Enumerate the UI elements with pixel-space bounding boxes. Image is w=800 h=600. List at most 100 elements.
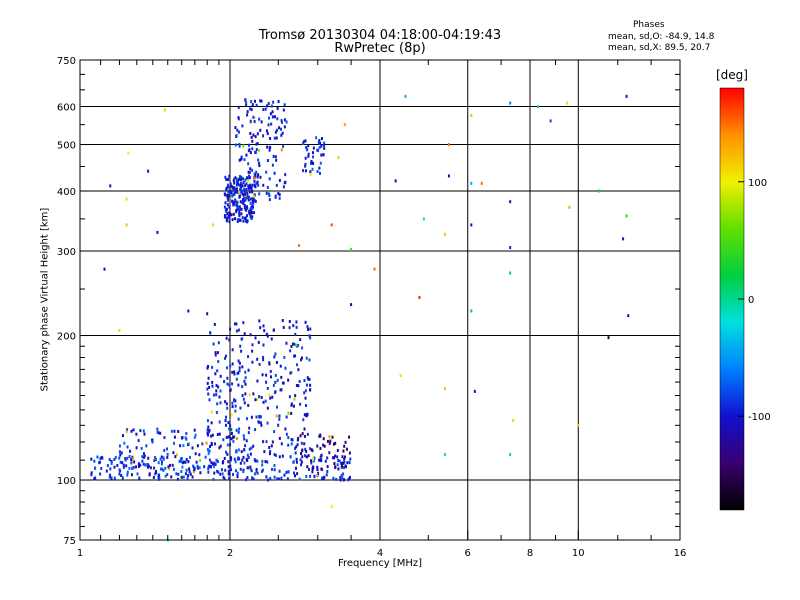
data-point: [234, 188, 237, 192]
data-point: [109, 467, 112, 471]
data-point: [309, 388, 312, 392]
data-point: [267, 102, 270, 106]
data-point: [283, 125, 286, 129]
data-point: [217, 385, 220, 389]
data-point: [292, 404, 295, 408]
data-point: [252, 133, 255, 137]
data-point: [294, 332, 297, 336]
data-point: [509, 453, 512, 457]
data-point: [242, 321, 245, 325]
data-point: [330, 223, 333, 227]
data-point: [160, 455, 163, 459]
data-point: [303, 413, 306, 417]
data-point: [163, 436, 166, 440]
data-point: [239, 461, 242, 465]
data-point: [309, 383, 312, 387]
data-point: [193, 428, 196, 432]
data-point: [160, 462, 163, 466]
data-point: [312, 457, 315, 461]
data-point: [303, 434, 306, 438]
data-point: [326, 465, 329, 469]
data-point: [248, 211, 251, 215]
data-point: [229, 389, 232, 393]
data-point: [159, 467, 162, 471]
data-point: [243, 332, 246, 336]
data-point: [213, 322, 216, 326]
data-point: [627, 314, 630, 318]
data-point: [154, 455, 157, 459]
data-point: [254, 428, 257, 432]
data-point: [256, 379, 259, 383]
data-point: [269, 449, 272, 453]
data-point: [343, 460, 346, 464]
data-point: [290, 438, 293, 442]
data-point: [227, 435, 230, 439]
data-point: [226, 196, 229, 200]
data-point: [278, 196, 281, 200]
data-point: [276, 117, 279, 121]
data-point: [226, 443, 229, 447]
data-point: [118, 450, 121, 454]
data-point: [181, 436, 184, 440]
data-point: [245, 153, 248, 157]
data-point: [259, 128, 262, 132]
data-point: [443, 232, 446, 236]
data-point: [204, 455, 207, 459]
data-point: [243, 204, 246, 208]
data-point: [145, 444, 148, 448]
data-point: [246, 453, 249, 457]
data-point: [326, 439, 329, 443]
data-point: [262, 183, 265, 187]
data-point: [295, 383, 298, 387]
data-point: [281, 381, 284, 385]
data-point: [248, 176, 251, 180]
data-point: [336, 448, 339, 452]
data-point: [229, 424, 232, 428]
data-point: [238, 194, 241, 198]
data-point: [309, 474, 312, 478]
data-point: [252, 205, 255, 209]
data-point: [273, 464, 276, 468]
data-point: [233, 202, 236, 206]
data-point: [223, 215, 226, 219]
data-point: [158, 476, 161, 480]
data-point: [242, 470, 245, 474]
data-point: [230, 213, 233, 217]
data-point: [255, 103, 258, 107]
data-point: [319, 161, 322, 165]
data-point: [480, 181, 483, 185]
data-point: [333, 456, 336, 460]
data-point: [216, 402, 219, 406]
data-point: [215, 389, 218, 393]
data-point: [238, 457, 241, 461]
data-point: [260, 423, 263, 427]
data-point: [230, 431, 233, 435]
data-point: [404, 94, 407, 98]
data-point: [240, 212, 243, 216]
data-point: [199, 471, 202, 475]
data-point: [274, 130, 277, 134]
data-point: [245, 206, 248, 210]
data-point: [226, 194, 229, 198]
data-point: [293, 474, 296, 478]
data-point: [332, 476, 335, 480]
data-point: [299, 434, 302, 438]
data-point: [110, 476, 113, 480]
data-point: [256, 398, 259, 402]
data-point: [244, 382, 247, 386]
data-point: [247, 170, 250, 174]
data-point: [225, 210, 228, 214]
data-point: [300, 358, 303, 362]
data-point: [239, 175, 242, 179]
data-point: [219, 374, 222, 378]
data-point: [231, 218, 234, 222]
data-point: [232, 472, 235, 476]
data-point: [226, 376, 229, 380]
data-point: [334, 466, 337, 470]
data-point: [230, 428, 233, 432]
data-point: [319, 433, 322, 437]
data-point: [99, 457, 102, 461]
data-point: [250, 415, 253, 419]
data-point: [235, 437, 238, 441]
x-tick-label: 6: [465, 548, 471, 559]
